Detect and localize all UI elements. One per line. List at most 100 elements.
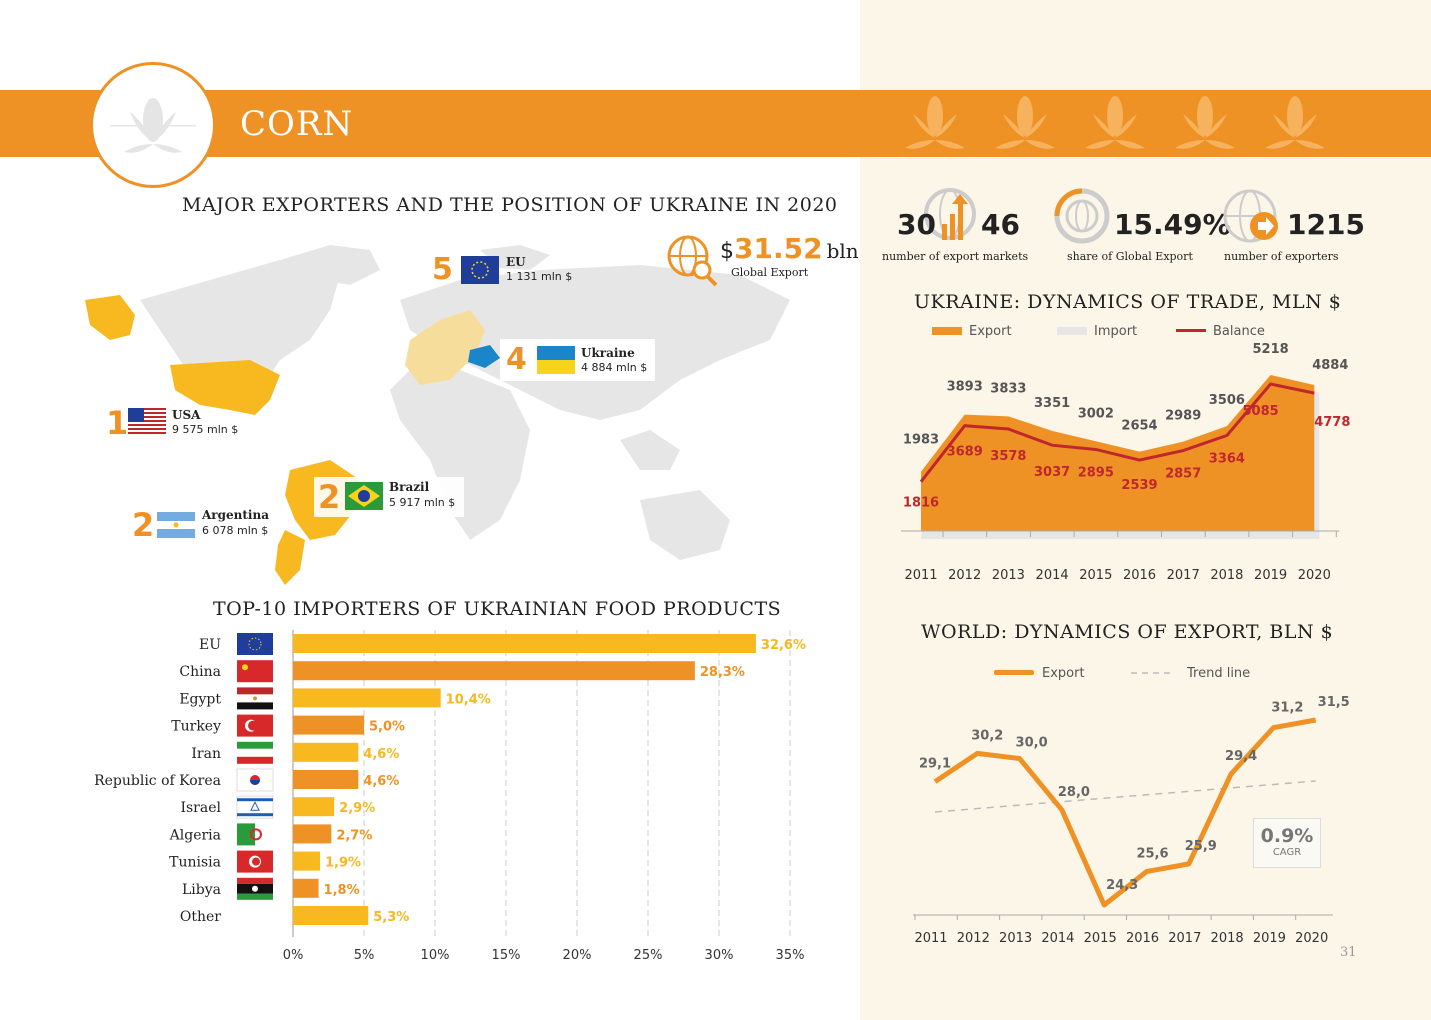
map-ukraine: [468, 345, 500, 368]
x-tick-label: 2016: [1126, 931, 1159, 946]
balance-value-label: 2895: [1078, 465, 1114, 480]
eu-flag-icon: [237, 633, 273, 655]
export-value-label: 4884: [1312, 358, 1348, 373]
ukraine-callout: [500, 339, 655, 381]
china-flag-icon: [237, 660, 273, 683]
brazil-callout: [314, 477, 464, 517]
x-tick-label: 15%: [492, 948, 521, 963]
bar-egypt: [293, 688, 441, 708]
corn-leaf: [905, 140, 935, 149]
export-value-label: 29,4: [1225, 749, 1257, 764]
importers-bar-chart: 0% 5% 10% 15% 20% 25% 30% 35% 32,6% EU 28,3% China 1…: [94, 630, 806, 963]
export-value-label: 2989: [1165, 409, 1201, 424]
bar-other: [293, 906, 369, 925]
x-tick-label: 2020: [1298, 568, 1331, 583]
ukraine-flag-icon: [537, 346, 575, 374]
corn-leaf: [1025, 114, 1047, 138]
bar-value-label: 28,3%: [700, 665, 745, 680]
global-export-label: Global Export: [731, 266, 809, 279]
kpi-markets-label: number of export markets: [882, 250, 1029, 263]
x-tick-label: 2019: [1254, 568, 1287, 583]
corn-leaf: [1205, 140, 1235, 149]
corn-icon: [1265, 96, 1325, 149]
export-value-label: 5218: [1253, 342, 1289, 357]
global-export-number: 31.52: [734, 232, 823, 265]
export-value-label: 25,9: [1185, 839, 1217, 854]
map-section-title: MAJOR EXPORTERS AND THE POSITION OF UKRA…: [182, 194, 838, 216]
brazil-flag-icon: [345, 482, 383, 510]
legend-balance-swatch: [1176, 329, 1206, 332]
x-tick-label: 2017: [1168, 931, 1201, 946]
globe-arrow-icon: [1223, 189, 1278, 243]
rank-usa: 1: [106, 404, 129, 442]
export-value-label: 1983: [903, 433, 939, 448]
egypt-flag-icon: [237, 687, 273, 710]
balance-value-label: 5085: [1243, 404, 1279, 419]
bar-libya: [293, 878, 319, 898]
x-tick-label: 2018: [1211, 931, 1244, 946]
exporter-value-eu: 1 131 mln $: [506, 270, 573, 283]
rank-eu: 5: [432, 252, 453, 287]
x-tick-label: 2012: [948, 568, 981, 583]
page-number: 31: [1340, 945, 1357, 960]
export-value-label: 29,1: [919, 757, 951, 772]
corn-leaf: [1115, 114, 1137, 138]
corn-cob: [1107, 96, 1123, 136]
bar-value-label: 10,4%: [446, 692, 491, 707]
corn-leaf: [1295, 140, 1325, 149]
korea-flag-icon: [236, 768, 274, 792]
x-tick-label: 2011: [914, 931, 947, 946]
x-tick-label: 2018: [1210, 568, 1243, 583]
x-tick-label: 2019: [1253, 931, 1286, 946]
corn-leaf: [1175, 140, 1205, 149]
corn-leaf: [1295, 114, 1317, 138]
balance-value-label: 3689: [947, 445, 983, 460]
category-label: China: [179, 664, 221, 680]
corn-cob: [1017, 96, 1033, 136]
x-tick-label: 2015: [1084, 931, 1117, 946]
rank-ukraine: 4: [506, 342, 527, 377]
balance-value-label: 3037: [1034, 465, 1070, 480]
export-value-label: 31,5: [1318, 695, 1350, 710]
x-tick-label: 0%: [283, 948, 304, 963]
argentina-flag-icon: [157, 512, 195, 538]
cagr-box: 0.9% CAGR: [1253, 818, 1321, 868]
kpi-share-value: 15.49%: [1114, 208, 1231, 241]
corn-leaf: [1003, 114, 1025, 138]
export-line: [933, 717, 1317, 908]
legend-balance: Balance: [1213, 324, 1265, 339]
corn-icon: [110, 98, 196, 153]
legend-export: Export: [969, 324, 1012, 339]
importers-chart-title: TOP-10 IMPORTERS OF UKRAINIAN FOOD PRODU…: [213, 598, 782, 620]
corn-icon: [1175, 96, 1235, 149]
legend-world-export: Export: [1042, 666, 1085, 681]
export-value-label: 28,0: [1058, 785, 1090, 800]
map-usa: [170, 360, 280, 415]
balance-value-label: 1816: [903, 496, 939, 511]
category-label: Iran: [191, 746, 221, 762]
libya-flag-icon: [237, 877, 273, 900]
category-label: EU: [199, 637, 221, 653]
export-value-label: 30,0: [1016, 736, 1048, 751]
bar-value-label: 4,6%: [363, 774, 399, 789]
globe-search-icon: [667, 235, 718, 287]
corn-cob: [927, 96, 943, 136]
corn-leaf: [913, 114, 935, 138]
x-tick-label: 2015: [1079, 568, 1112, 583]
banner-corn-decor: [905, 96, 1325, 149]
export-value-label: 3893: [947, 380, 983, 395]
corn-leaf: [1025, 140, 1055, 149]
export-value-label: 2654: [1121, 419, 1157, 434]
map-alaska: [85, 295, 135, 340]
category-label: Algeria: [169, 827, 221, 843]
x-tick-label: 2016: [1123, 568, 1156, 583]
x-tick-label: 25%: [634, 948, 663, 963]
x-tick-label: 2013: [992, 568, 1025, 583]
exporter-value-ukraine: 4 884 mln $: [581, 361, 648, 374]
corn-leaf: [935, 114, 957, 138]
balance-value-label: 2539: [1121, 478, 1157, 493]
bar-value-label: 1,8%: [324, 883, 360, 898]
corn-leaf: [1115, 140, 1145, 149]
bar-turkey: [293, 715, 364, 735]
corn-icon: [995, 96, 1055, 149]
